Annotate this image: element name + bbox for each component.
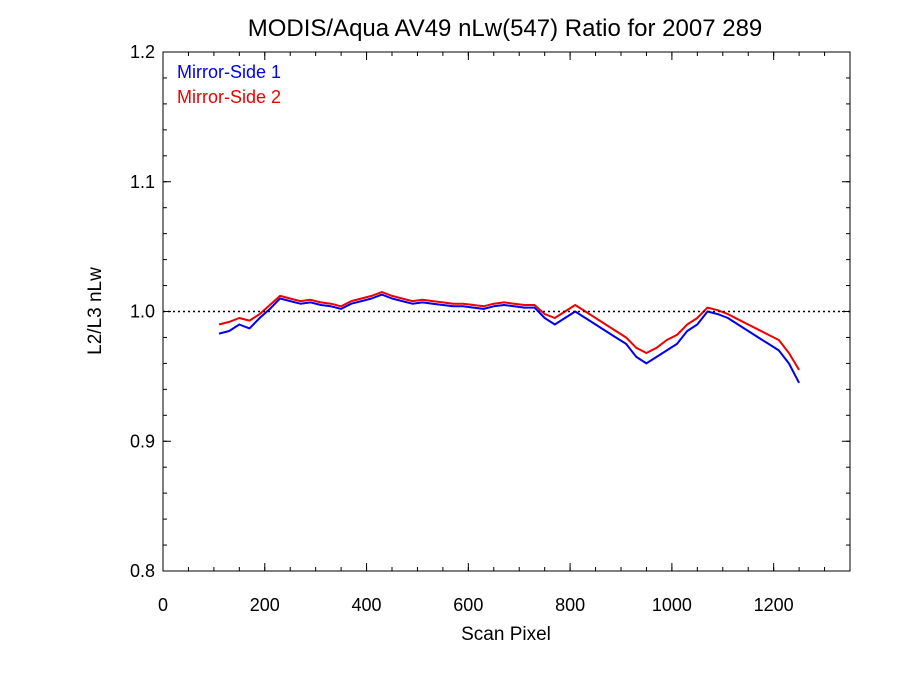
x-axis-label: Scan Pixel [461,624,551,645]
legend-mirror-side-1: Mirror-Side 1 [177,62,281,82]
x-tick-label: 0 [158,595,168,615]
x-ticks: 0 200 400 600 800 1000 1200 [158,52,851,615]
x-tick-label: 1200 [754,595,794,615]
x-tick-label: 1000 [652,595,692,615]
chart-title: MODIS/Aqua AV49 nLw(547) Ratio for 2007 … [248,15,763,42]
y-tick-label: 1.1 [130,172,155,192]
y-tick-label: 1.0 [130,302,155,322]
x-tick-label: 400 [352,595,382,615]
y-axis-label: L2/L3 nLw [85,267,106,355]
legend-mirror-side-2: Mirror-Side 2 [177,87,281,107]
series-line-mirror-side-1 [218,293,800,384]
y-tick-label: 0.8 [130,561,155,581]
y-tick-label: 0.9 [130,431,155,451]
series-lines [218,291,800,384]
y-tick-label: 1.2 [130,42,155,62]
plot-frame [162,51,851,572]
x-tick-label: 600 [453,595,483,615]
x-tick-label: 800 [555,595,585,615]
y-ticks: 0.8 0.9 1.0 1.1 1.2 [130,42,850,581]
series-line-mirror-side-2 [218,291,800,371]
x-tick-label: 200 [250,595,280,615]
